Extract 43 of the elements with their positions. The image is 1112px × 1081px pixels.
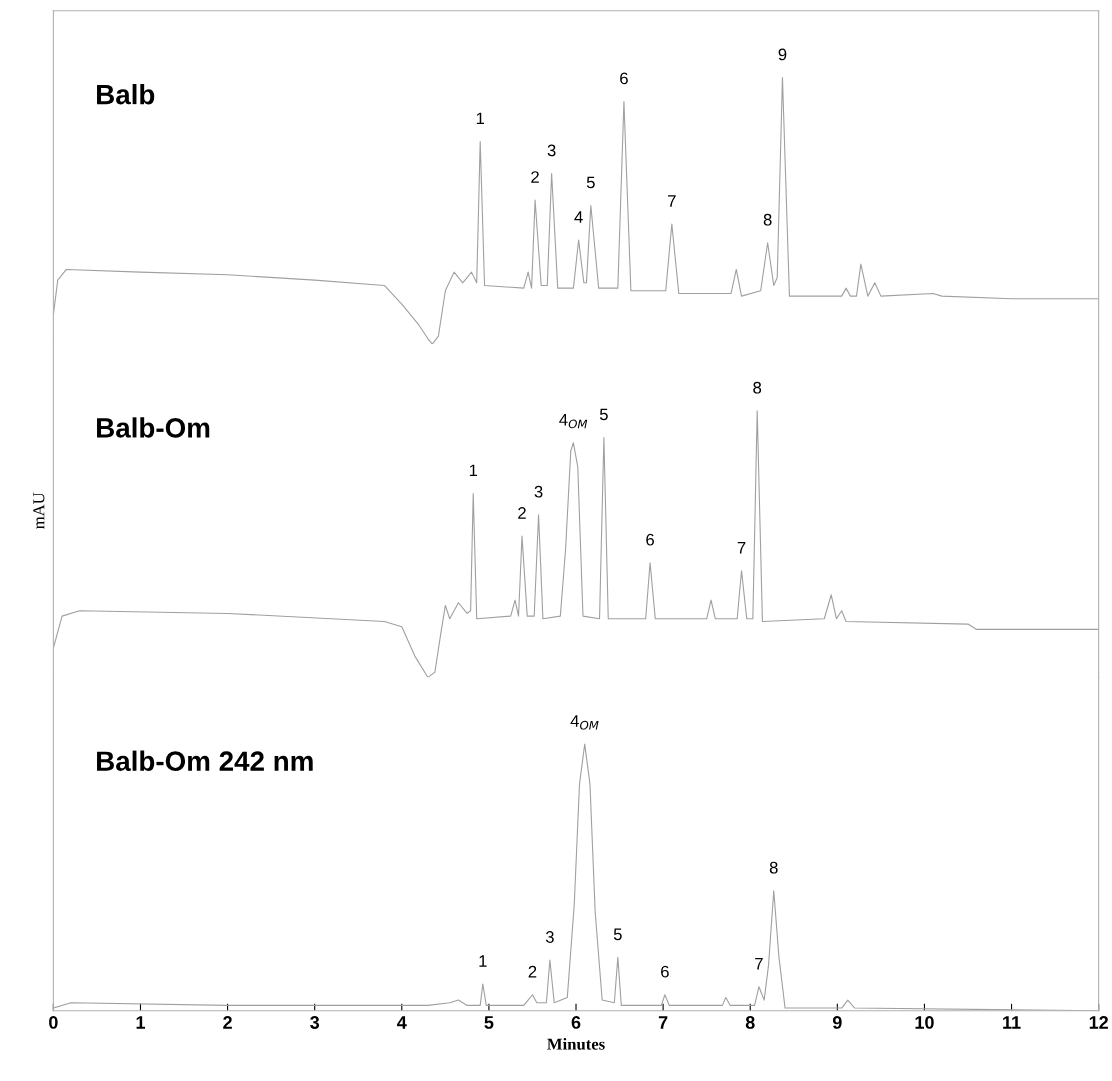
annotation: 2 <box>531 171 539 183</box>
x-axis-title: Minutes <box>547 1037 605 1050</box>
chart-title: Balb <box>97 84 155 105</box>
x-tick-label: 11 <box>1003 1016 1021 1029</box>
annotation: 9 <box>778 48 787 61</box>
x-tick-label: 4 <box>397 1016 407 1029</box>
annotation: 1 <box>469 464 478 477</box>
x-tick-label: 12 <box>1089 1016 1108 1029</box>
annotation: 8 <box>763 213 772 226</box>
x-tick-label: 8 <box>745 1016 755 1029</box>
annotation: 7 <box>668 195 676 207</box>
x-tick-label: 1 <box>136 1016 145 1029</box>
annotation: 3 <box>534 485 543 498</box>
annotation: 8 <box>769 861 778 874</box>
annotation: 2 <box>518 507 526 519</box>
x-tick-label: 5 <box>484 1016 494 1029</box>
chart-title: Balb-Om 242 nm <box>97 750 313 772</box>
x-tick-label: 0 <box>49 1016 58 1029</box>
x-tick-label: 10 <box>915 1016 934 1029</box>
y-axis-title: mAU <box>33 492 45 529</box>
annotation: 1 <box>476 112 485 125</box>
x-tick-label: 6 <box>571 1016 581 1029</box>
annotation: 7 <box>755 957 763 970</box>
annotation: 6 <box>661 965 669 978</box>
annotation: 7 <box>737 541 746 554</box>
annotation: 4 <box>574 211 583 223</box>
annotation: 4$_{OM}$ <box>570 715 599 730</box>
x-tick-label: 7 <box>658 1016 668 1029</box>
x-tick-label: 3 <box>310 1016 320 1029</box>
chart-title: Balb-Om <box>97 417 210 438</box>
annotation: 4$_{OM}$ <box>559 413 588 429</box>
annotation: 2 <box>528 965 537 978</box>
annotation: 3 <box>545 931 554 943</box>
annotation: 3 <box>547 144 556 157</box>
annotation: 8 <box>753 381 762 394</box>
annotation: 6 <box>620 72 628 85</box>
annotation: 5 <box>586 176 595 189</box>
annotation: 1 <box>479 955 487 967</box>
x-tick-label: 9 <box>832 1016 842 1029</box>
annotation: 5 <box>613 928 622 941</box>
annotation: 5 <box>599 408 608 421</box>
x-tick-label: 2 <box>223 1016 232 1029</box>
annotation: 6 <box>646 533 654 546</box>
